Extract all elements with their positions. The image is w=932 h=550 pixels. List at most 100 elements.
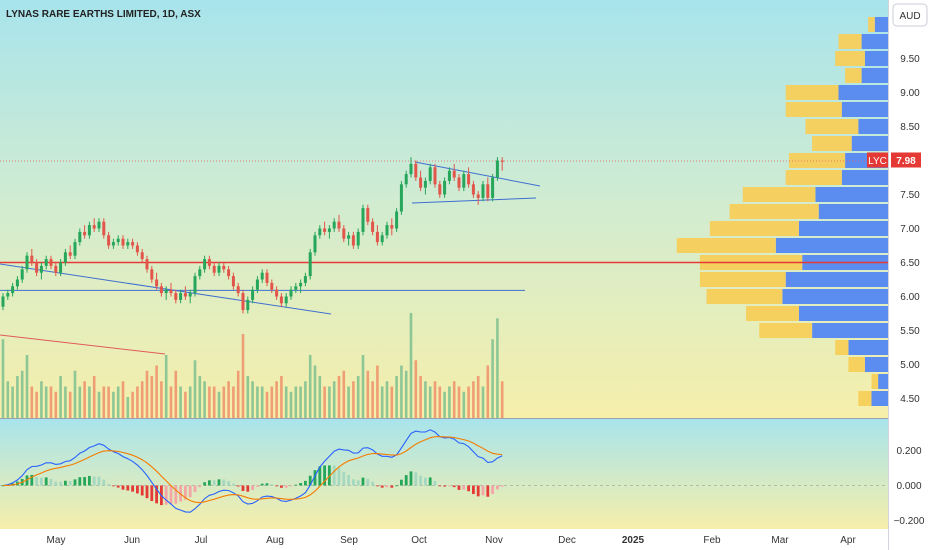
macd-histogram-bar: [337, 467, 341, 486]
time-tick-label: Jun: [124, 535, 140, 546]
candle-body: [443, 180, 447, 195]
volume-bar: [424, 381, 427, 418]
macd-histogram-bar: [356, 480, 360, 486]
vp-bar-down: [851, 136, 888, 151]
macd-histogram-bar: [491, 485, 494, 495]
candle-body: [241, 293, 245, 311]
candle-body: [222, 265, 226, 270]
time-tick-label: May: [47, 535, 66, 546]
candle-body: [303, 276, 307, 283]
candle-body: [361, 208, 365, 232]
macd-histogram-bar: [222, 479, 226, 486]
macd-histogram-bar: [366, 478, 370, 486]
macd-histogram-bar: [155, 485, 158, 504]
vp-bar-down: [864, 51, 888, 66]
volume-bar: [438, 386, 442, 418]
macd-histogram-bar: [64, 480, 67, 486]
vp-bar-down: [785, 272, 888, 287]
volume-bar: [491, 339, 494, 418]
volume-bar: [203, 381, 206, 418]
volume-trendline[interactable]: [0, 334, 166, 355]
macd-histogram-bar: [164, 485, 168, 505]
candle-body: [150, 269, 154, 280]
volume-bar: [500, 381, 504, 418]
candle-body: [462, 174, 466, 188]
candle-body: [54, 265, 58, 273]
volume-bar: [294, 386, 298, 418]
volume-bar: [496, 318, 499, 418]
price-tick-label: 5.00: [900, 360, 920, 371]
volume-bar: [361, 355, 365, 418]
candle-body: [73, 242, 77, 256]
volume-bar: [64, 386, 67, 418]
macd-histogram-bar: [227, 480, 230, 486]
candle-body: [476, 194, 480, 198]
volume-bar: [328, 386, 331, 418]
macd-histogram-bar: [424, 477, 427, 486]
macd-pane-background: [0, 419, 888, 529]
time-tick-label: Dec: [558, 535, 576, 546]
candle-body: [500, 160, 504, 162]
candle-body: [457, 177, 461, 188]
price-tick-label: 9.50: [900, 54, 920, 65]
macd-histogram-bar: [30, 474, 34, 486]
candle-body: [236, 286, 240, 294]
vp-bar-down: [871, 391, 888, 406]
candle-body: [351, 235, 355, 246]
macd-histogram-bar: [193, 485, 197, 493]
macd-histogram-bar: [294, 484, 298, 486]
volume-bar: [6, 381, 10, 418]
price-tick-label: 7.00: [900, 224, 920, 235]
volume-bar: [472, 381, 475, 418]
vp-bar-up: [706, 289, 783, 304]
macd-histogram-bar: [318, 466, 322, 486]
candle-body: [15, 279, 19, 287]
macd-histogram-bar: [433, 480, 437, 486]
volume-bar: [198, 376, 202, 418]
volume-bar: [227, 381, 230, 418]
volume-bar: [35, 391, 38, 418]
volume-bar: [236, 370, 240, 418]
vp-bar-down: [861, 68, 888, 83]
candle-body: [97, 221, 101, 229]
candle-body: [44, 259, 48, 266]
volume-bar: [356, 376, 360, 418]
volume-bar: [112, 391, 115, 418]
triangle-lower-line[interactable]: [411, 197, 537, 204]
volume-bar: [140, 381, 144, 418]
macd-histogram-bar: [472, 485, 475, 495]
candle-body: [270, 282, 274, 290]
candles: [1, 157, 504, 314]
signal-line: [2, 436, 503, 504]
candle-body: [140, 252, 144, 260]
volume-bar: [462, 391, 466, 418]
candle-body: [275, 289, 279, 297]
volume-bar: [308, 355, 312, 418]
volume-bar: [481, 386, 485, 418]
volume-bar: [280, 376, 283, 418]
macd-histogram-bar: [313, 470, 317, 486]
volume-bar: [284, 386, 288, 418]
candle-body: [481, 184, 485, 198]
macd-histogram-bar: [342, 471, 346, 486]
vp-bar-up: [785, 85, 839, 100]
macd-histogram-bar: [217, 479, 221, 486]
candle-body: [318, 228, 322, 236]
macd-histogram-bar: [448, 485, 451, 487]
triangle-upper-line[interactable]: [414, 161, 541, 187]
vp-bar-up: [838, 34, 862, 49]
candle-body: [452, 170, 456, 178]
price-axis-background: [888, 0, 932, 550]
volume-bar: [188, 386, 192, 418]
currency-button[interactable]: [892, 3, 928, 27]
macd-histogram-bar: [304, 480, 307, 486]
vp-bar-down: [878, 374, 888, 389]
volume-bar: [380, 386, 384, 418]
candle-body: [390, 225, 394, 229]
volume-bar: [323, 386, 326, 418]
candle-body: [438, 184, 442, 195]
time-tick-label: Oct: [411, 535, 427, 546]
volume-bar: [337, 376, 341, 418]
